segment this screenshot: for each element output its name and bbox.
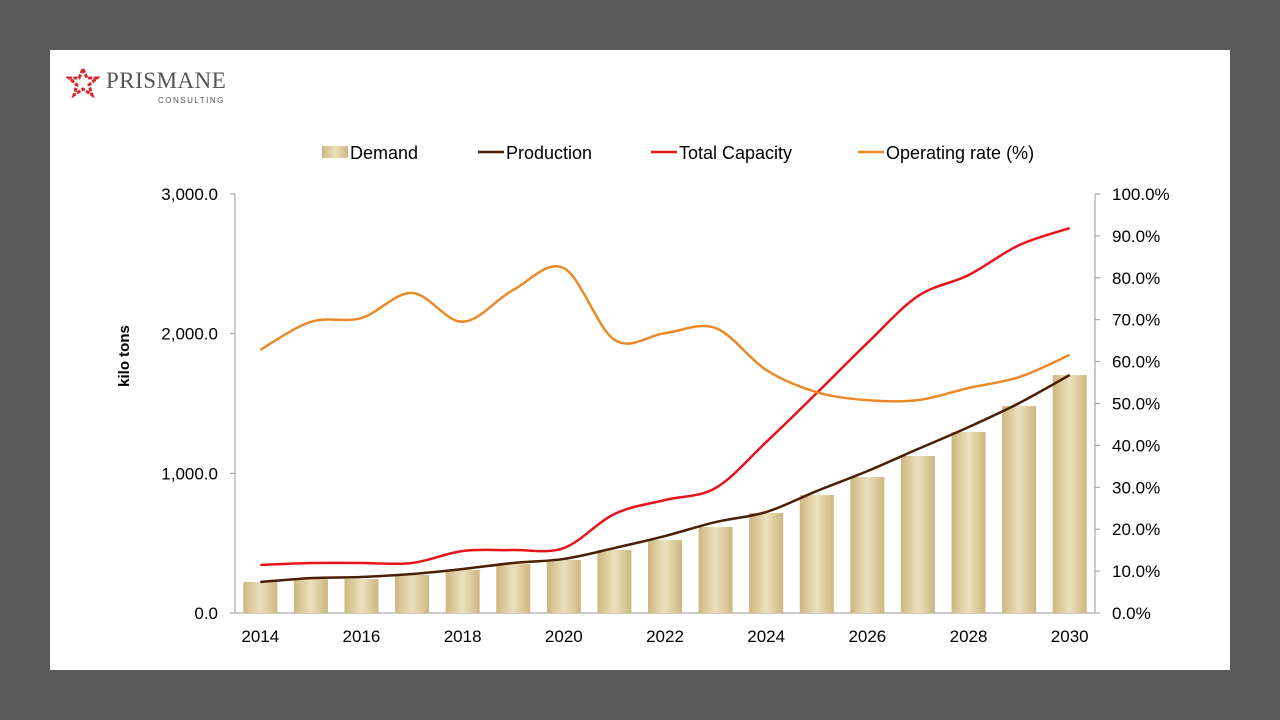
right-tick-label: 60.0% xyxy=(1112,353,1160,372)
x-tick-label: 2028 xyxy=(950,627,988,646)
demand-bars xyxy=(243,375,1087,613)
demand-bar xyxy=(546,559,581,613)
demand-bar xyxy=(293,579,328,613)
right-tick-label: 80.0% xyxy=(1112,269,1160,288)
right-tick-label: 40.0% xyxy=(1112,436,1160,455)
legend-total-capacity-label: Total Capacity xyxy=(679,143,792,163)
demand-bar xyxy=(496,563,531,613)
left-tick-label: 2,000.0 xyxy=(161,325,218,344)
demand-bar xyxy=(749,512,784,613)
demand-bar xyxy=(395,575,430,613)
right-tick-label: 70.0% xyxy=(1112,311,1160,330)
legend-operating-rate-label: Operating rate (%) xyxy=(886,143,1034,163)
legend-demand-label: Demand xyxy=(350,143,418,163)
prismane-star-icon xyxy=(66,66,100,99)
x-tick-label: 2024 xyxy=(747,627,785,646)
logo: PRISMANE CONSULTING xyxy=(66,66,246,108)
total-capacity-line xyxy=(260,226,1071,567)
legend-demand-swatch xyxy=(322,146,348,158)
operating-rate-line xyxy=(259,265,1071,403)
legend: Demand Production Total Capacity Operating … xyxy=(322,143,1034,163)
left-tick-label: 0.0 xyxy=(194,604,218,623)
demand-bar xyxy=(597,550,632,613)
x-tick-label: 2020 xyxy=(545,627,583,646)
x-tick-label: 2016 xyxy=(343,627,381,646)
demand-bar xyxy=(698,526,733,613)
left-tick-label: 1,000.0 xyxy=(161,464,218,483)
right-tick-label: 90.0% xyxy=(1112,227,1160,246)
demand-bar xyxy=(951,431,986,613)
legend-production-label: Production xyxy=(506,143,592,163)
demand-bar xyxy=(445,569,480,613)
demand-bar xyxy=(1002,406,1037,613)
x-tick-label: 2022 xyxy=(646,627,684,646)
right-tick-label: 30.0% xyxy=(1112,478,1160,497)
demand-bar xyxy=(344,579,379,613)
demand-bar xyxy=(648,540,682,613)
demand-bar xyxy=(900,456,935,613)
x-tick-label: 2030 xyxy=(1051,627,1089,646)
right-tick-label: 0.0% xyxy=(1112,604,1151,623)
series-lines xyxy=(259,226,1071,584)
demand-bar xyxy=(1052,375,1087,613)
x-tick-label: 2026 xyxy=(848,627,886,646)
logo-name: PRISMANE xyxy=(106,68,227,93)
right-tick-label: 50.0% xyxy=(1112,395,1160,414)
demand-bar xyxy=(799,494,834,613)
left-tick-label: 3,000.0 xyxy=(161,185,218,204)
right-tick-label: 10.0% xyxy=(1112,562,1160,581)
right-tick-label: 20.0% xyxy=(1112,520,1160,539)
production-line xyxy=(260,373,1071,584)
x-tick-label: 2014 xyxy=(241,627,279,646)
logo-subtitle: CONSULTING xyxy=(158,96,225,105)
y-axis-label: kilo tons xyxy=(116,325,133,387)
x-tick-label: 2018 xyxy=(444,627,482,646)
demand-bar xyxy=(850,476,885,613)
right-tick-label: 100.0% xyxy=(1112,185,1170,204)
demand-bar xyxy=(243,581,278,613)
